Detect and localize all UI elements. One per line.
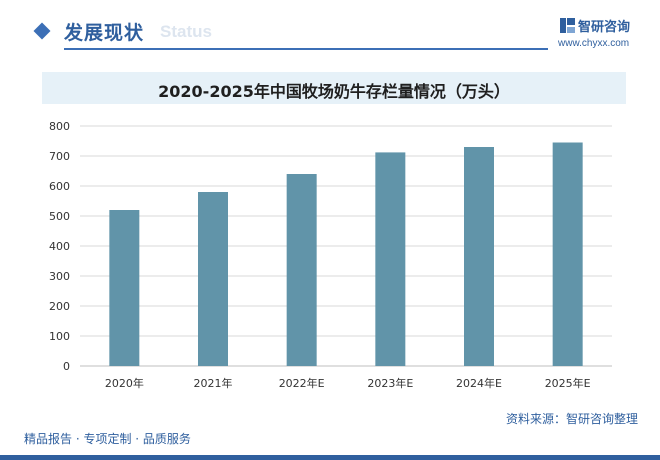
x-tick-label: 2023年E	[367, 376, 413, 390]
gridlines	[80, 125, 612, 367]
section-subtitle-watermark: Status	[160, 22, 212, 41]
section-header: 发展现状 Status 智研咨询 www.chyxx.com	[0, 0, 660, 60]
header-divider	[64, 48, 548, 50]
bar	[552, 142, 583, 366]
data-source: 资料来源：智研咨询整理	[506, 412, 639, 426]
brand-logo-icon	[560, 18, 575, 33]
x-tick-label: 2020年	[105, 376, 144, 390]
bars	[109, 142, 583, 366]
y-tick-label: 0	[63, 360, 70, 373]
brand-url: www.chyxx.com	[558, 38, 630, 49]
brand-logo: 智研咨询 www.chyxx.com	[558, 16, 648, 56]
y-tick-label: 200	[49, 300, 70, 313]
y-tick-label: 300	[49, 270, 70, 283]
x-tick-label: 2024年E	[456, 376, 502, 390]
chart-title: 2020-2025年中国牧场奶牛存栏量情况（万头）	[158, 82, 510, 101]
section-title: 发展现状	[64, 22, 145, 44]
x-tick-label: 2025年E	[545, 376, 591, 390]
chart-title-band: 2020-2025年中国牧场奶牛存栏量情况（万头）	[42, 72, 626, 104]
y-tick-label: 100	[49, 330, 70, 343]
brand-name: 智研咨询	[578, 20, 631, 35]
footer-bar	[0, 455, 660, 460]
footer-tagline: 精品报告 · 专项定制 · 品质服务	[24, 432, 191, 446]
y-tick-label: 400	[49, 240, 70, 253]
x-axis-ticks: 2020年 2021年 2022年E 2023年E 2024年E 2025年E	[105, 376, 591, 390]
y-tick-label: 600	[49, 180, 70, 193]
x-tick-label: 2022年E	[279, 376, 325, 390]
x-tick-label: 2021年	[194, 376, 233, 390]
bar	[286, 174, 317, 366]
y-axis-ticks: 0 100 200 300 400 500 600 700 800	[49, 120, 70, 373]
y-tick-label: 500	[49, 210, 70, 223]
bar	[198, 192, 228, 366]
bar	[375, 152, 406, 366]
bar	[464, 147, 494, 366]
y-tick-label: 700	[49, 150, 70, 163]
bar	[109, 210, 140, 366]
y-tick-label: 800	[49, 120, 70, 133]
